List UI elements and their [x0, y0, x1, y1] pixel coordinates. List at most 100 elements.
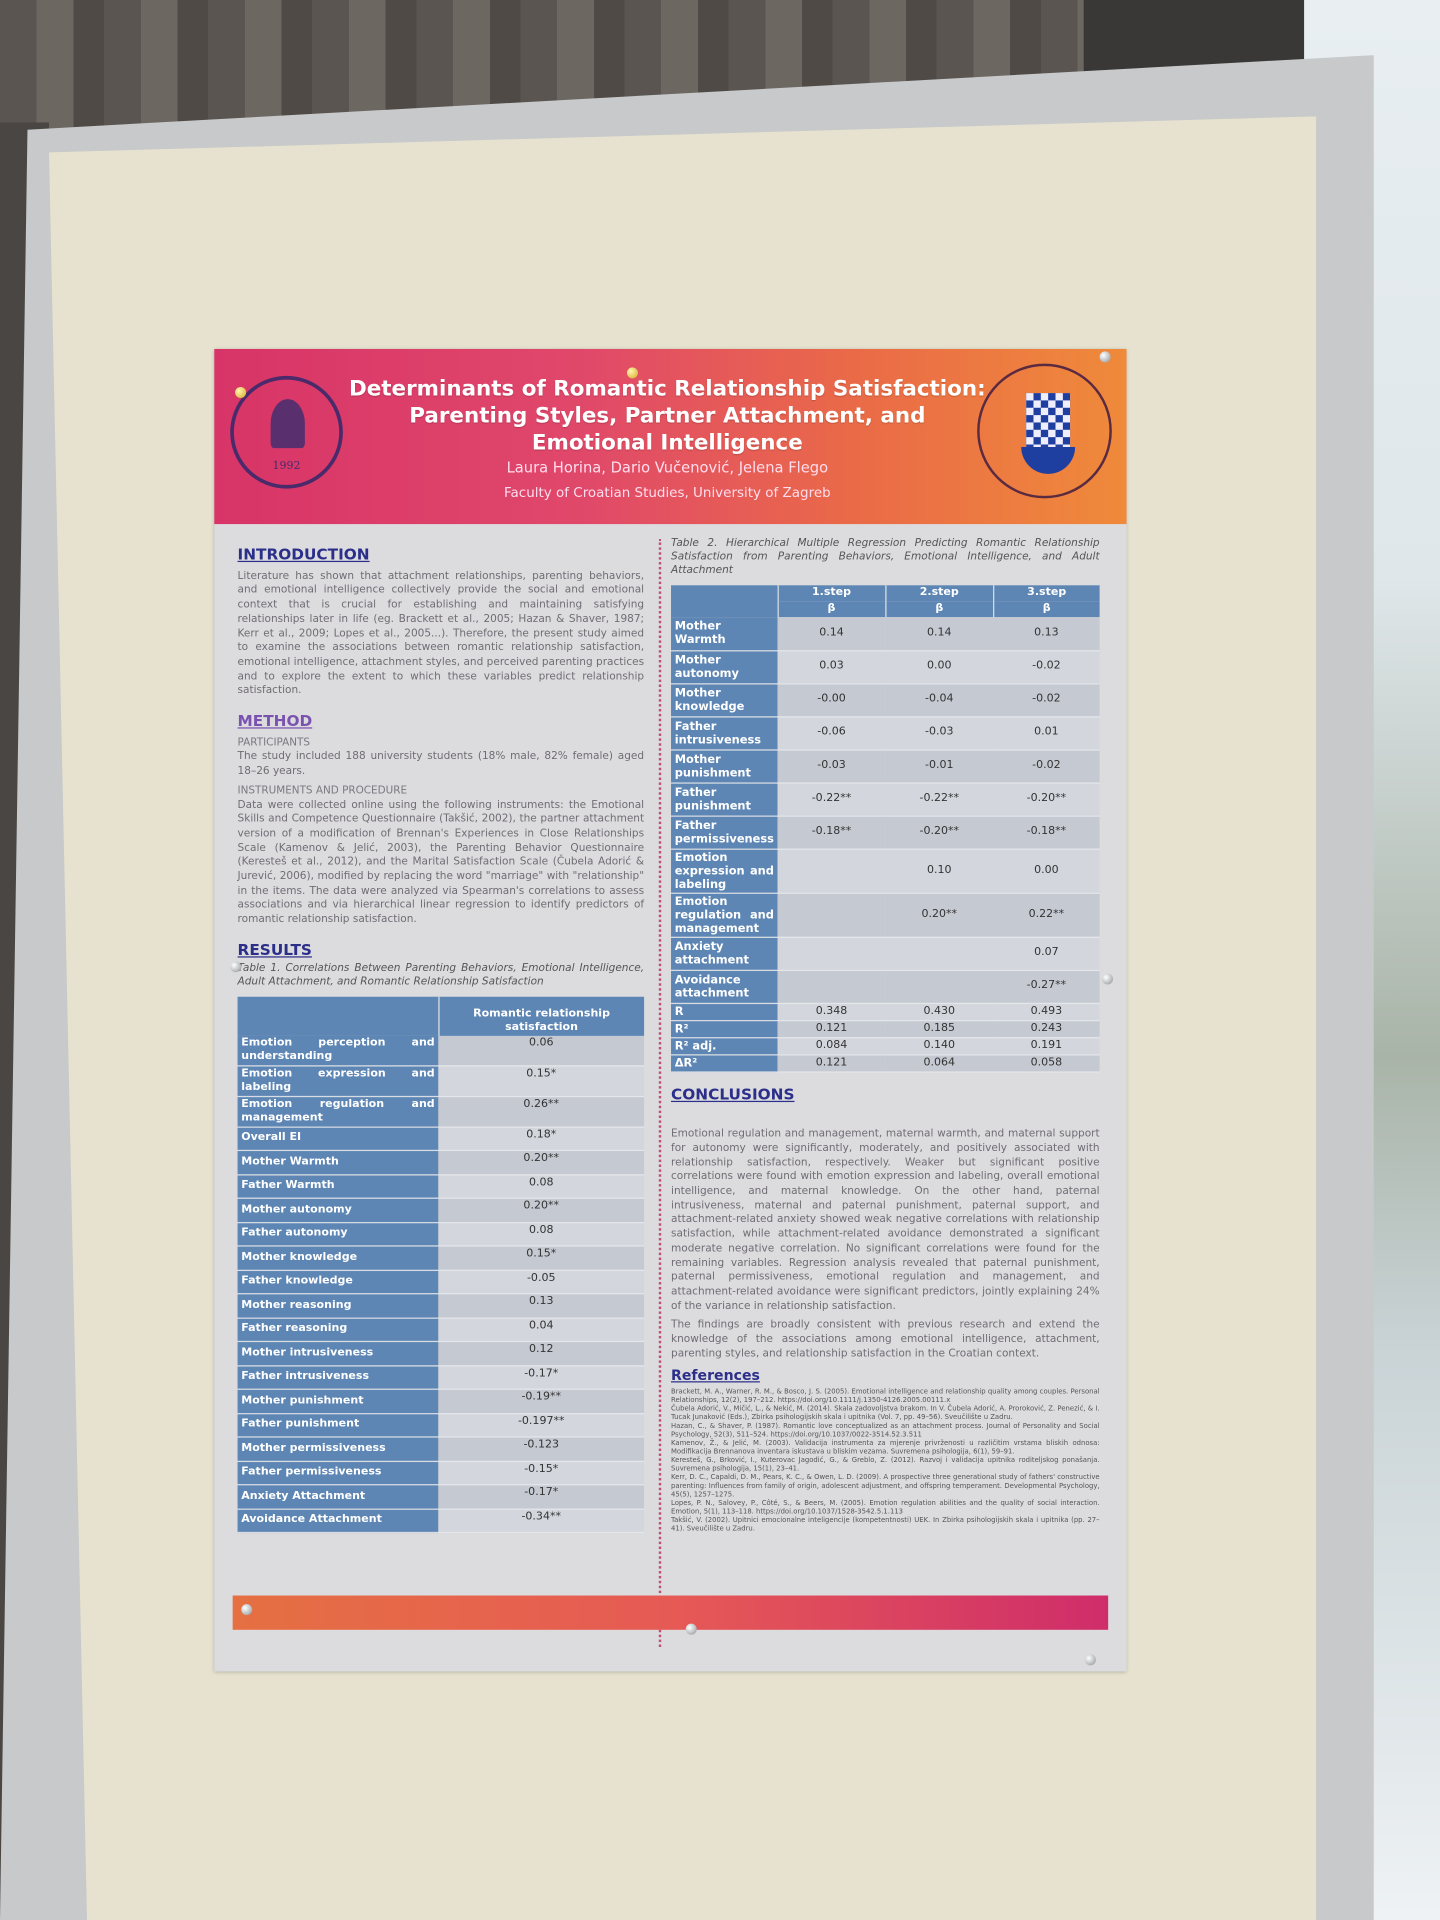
beta-value — [777, 848, 886, 894]
introduction-text: Literature has shown that attachment rel… — [237, 570, 645, 698]
row-label: Emotion perception and understanding — [237, 1035, 439, 1067]
references-heading: References — [671, 1367, 760, 1385]
correlation-value: 0.08 — [438, 1174, 645, 1199]
predictor-label: Mother knowledge — [671, 683, 778, 717]
pin-icon — [241, 1604, 253, 1616]
beta-value — [885, 936, 994, 971]
row-label: Father reasoning — [237, 1317, 439, 1343]
table-row: Father Warmth 0.08 — [237, 1174, 645, 1199]
poster-title: Determinants of Romantic Relationship Sa… — [348, 377, 986, 456]
correlation-value: -0.17* — [438, 1365, 645, 1390]
table-row: Overall EI 0.18* — [237, 1126, 645, 1152]
step-header: 1.step — [776, 585, 886, 602]
correlation-value: 0.06 — [438, 1035, 645, 1067]
pin-icon — [1102, 973, 1114, 985]
beta-header: β — [992, 601, 1100, 618]
row-label: Avoidance Attachment — [237, 1508, 439, 1534]
reference-item: Takšić, V. (2002). Upitnici emocionalne … — [671, 1517, 1100, 1534]
pin-icon — [230, 961, 242, 973]
stat-row: ΔR² 0.121 0.064 0.058 — [671, 1054, 1100, 1073]
pin-icon — [1099, 351, 1111, 363]
beta-value: -0.02 — [993, 683, 1100, 717]
predictor-label: Mother Warmth — [671, 617, 778, 651]
stat-row: R 0.348 0.430 0.493 — [671, 1002, 1100, 1021]
participants-text: The study included 188 university studen… — [237, 751, 645, 778]
table-row: Father permissiveness -0.18** -0.20** -0.18… — [671, 815, 1100, 850]
table-row: Emotion regulation and management 0.26** — [237, 1096, 645, 1128]
beta-value: -0.22** — [777, 782, 886, 817]
beta-value: 0.03 — [777, 650, 886, 684]
beta-value: -0.06 — [777, 716, 886, 751]
conclusions-paragraph-2: The findings are broadly consistent with… — [671, 1319, 1100, 1361]
predictor-label: Father intrusiveness — [671, 716, 778, 751]
instruments-text: Data were collected online using the fol… — [237, 799, 645, 926]
predictor-label: Mother punishment — [671, 749, 778, 784]
stat-value: 0.121 — [777, 1020, 886, 1038]
predictor-label: Avoidance attachment — [671, 969, 778, 1004]
crest-base-icon — [1021, 446, 1076, 474]
correlation-value: -0.15* — [438, 1460, 645, 1486]
table-row: Mother knowledge 0.15* — [237, 1246, 645, 1271]
correlation-value: 0.13 — [438, 1293, 645, 1319]
reference-item: Kamenov, Ž., & Jelić, M. (2003). Validac… — [671, 1440, 1100, 1457]
pin-icon — [626, 367, 638, 379]
table-row: Mother Warmth 0.14 0.14 0.13 — [671, 617, 1100, 651]
correlation-value: -0.19** — [438, 1389, 645, 1414]
tree-icon — [270, 399, 305, 449]
beta-value: -0.01 — [885, 749, 994, 784]
table-row: Emotion perception and understanding 0.06 — [237, 1035, 645, 1067]
correlation-value: 0.18* — [438, 1126, 645, 1152]
beta-value: 0.22** — [993, 892, 1100, 938]
beta-value: 0.14 — [777, 617, 886, 651]
results-heading: RESULTS — [237, 940, 312, 959]
table1-caption: Table 1. Correlations Between Parenting … — [237, 961, 645, 988]
table-row: Father reasoning 0.04 — [237, 1317, 645, 1343]
participants-heading: PARTICIPANTS — [237, 736, 311, 750]
predictor-label: Father punishment — [671, 782, 778, 817]
table-row: Father autonomy 0.08 — [237, 1222, 645, 1247]
beta-value: -0.20** — [993, 782, 1100, 817]
step-header: 2.step — [884, 585, 994, 602]
correlation-table: Romantic relationship satisfaction Emoti… — [237, 996, 645, 1534]
checkered-crest-icon — [1026, 393, 1071, 447]
beta-value: 0.00 — [885, 650, 994, 684]
beta-value: 0.00 — [993, 848, 1100, 894]
beta-value: 0.14 — [885, 617, 994, 651]
table1-corner — [237, 996, 439, 1036]
stat-label: R² — [671, 1020, 778, 1038]
beta-value — [777, 936, 886, 971]
beta-value: -0.02 — [993, 749, 1100, 784]
instruments-heading: INSTRUMENTS AND PROCEDURE — [237, 784, 408, 797]
affiliation: Faculty of Croatian Studies, University … — [504, 484, 831, 501]
authors: Laura Horina, Dario Vučenović, Jelena Fl… — [506, 459, 829, 477]
row-label: Father Warmth — [237, 1174, 439, 1199]
table-row: Mother punishment -0.03 -0.01 -0.02 — [671, 749, 1100, 784]
pin-icon — [685, 1623, 697, 1635]
table-row: Avoidance Attachment -0.34** — [237, 1508, 645, 1534]
reference-item: Kerr, D. C., Capaldi, D. M., Pears, K. C… — [671, 1474, 1100, 1499]
correlation-value: -0.197** — [438, 1413, 645, 1438]
table-row: Mother autonomy 0.20** — [237, 1198, 645, 1223]
method-heading: METHOD — [237, 711, 313, 730]
stat-row: R² 0.121 0.185 0.243 — [671, 1020, 1100, 1038]
references-list: Brackett, M. A., Warner, R. M., & Bosco,… — [671, 1389, 1100, 1535]
correlation-value: 0.15* — [438, 1065, 645, 1097]
poster: 1992 Determinants of Romantic Relationsh… — [214, 348, 1127, 1672]
correlation-value: -0.05 — [438, 1269, 645, 1295]
table-row: Mother intrusiveness 0.12 — [237, 1341, 645, 1367]
beta-value: 0.20** — [885, 892, 994, 938]
row-label: Father knowledge — [237, 1269, 439, 1295]
table-row: Mother punishment -0.19** — [237, 1389, 645, 1414]
beta-value: 0.13 — [993, 617, 1100, 651]
stat-value: 0.064 — [885, 1054, 994, 1073]
table-row: Emotion regulation and management 0.20** 0… — [671, 892, 1100, 938]
beta-value: -0.04 — [885, 683, 994, 717]
row-label: Overall EI — [237, 1126, 439, 1152]
reference-item: Čubela Adorić, V., Mičić, L., & Nekić, M… — [671, 1405, 1100, 1422]
beta-value: -0.20** — [885, 815, 994, 850]
beta-value: -0.02 — [993, 650, 1100, 684]
row-label: Emotion expression and labeling — [237, 1065, 439, 1097]
correlation-value: 0.20** — [438, 1150, 645, 1175]
table-row: Father knowledge -0.05 — [237, 1269, 645, 1295]
